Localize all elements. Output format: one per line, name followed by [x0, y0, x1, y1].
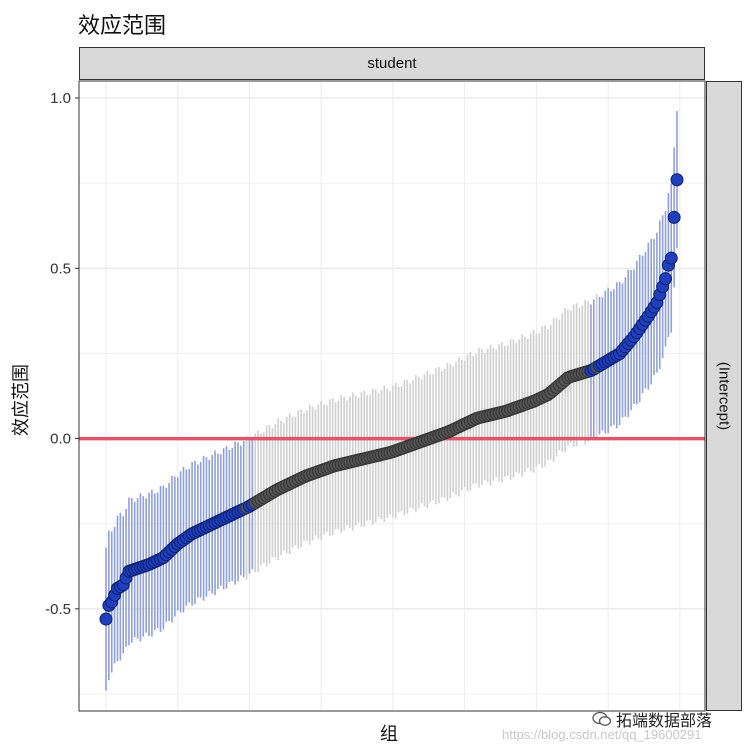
y-axis-label: 效应范围 — [11, 364, 32, 436]
data-point — [667, 210, 681, 224]
facet-strip-right: (Intercept) — [706, 81, 742, 711]
facet-strip-top: student — [79, 47, 705, 80]
data-point — [659, 272, 673, 286]
panel-border — [78, 80, 706, 712]
chart-title: 效应范围 — [78, 14, 167, 39]
watermark: 拓端数据部落 — [592, 707, 712, 731]
data-point — [670, 173, 684, 187]
facet-label-student: student — [367, 55, 417, 72]
y-tick-label: 0.0 — [50, 431, 71, 448]
wechat-icon — [592, 711, 612, 727]
y-tick-label: -0.5 — [45, 601, 71, 618]
data-point — [99, 612, 113, 626]
x-axis-label: 组 — [380, 724, 398, 745]
data-point — [664, 251, 678, 265]
y-axis-ticks: 1.0 0.5 0.0 -0.5 — [45, 90, 79, 618]
facet-label-intercept: (Intercept) — [715, 361, 733, 431]
watermark-text: 拓端数据部落 — [616, 713, 713, 730]
y-tick-label: 1.0 — [50, 90, 71, 107]
data-points — [99, 173, 684, 626]
url-watermark: https://blog.csdn.net/qq_19600291 — [502, 727, 702, 742]
y-axis-label-wrap: 效应范围 — [2, 340, 38, 460]
y-tick-label: 0.5 — [50, 260, 71, 277]
